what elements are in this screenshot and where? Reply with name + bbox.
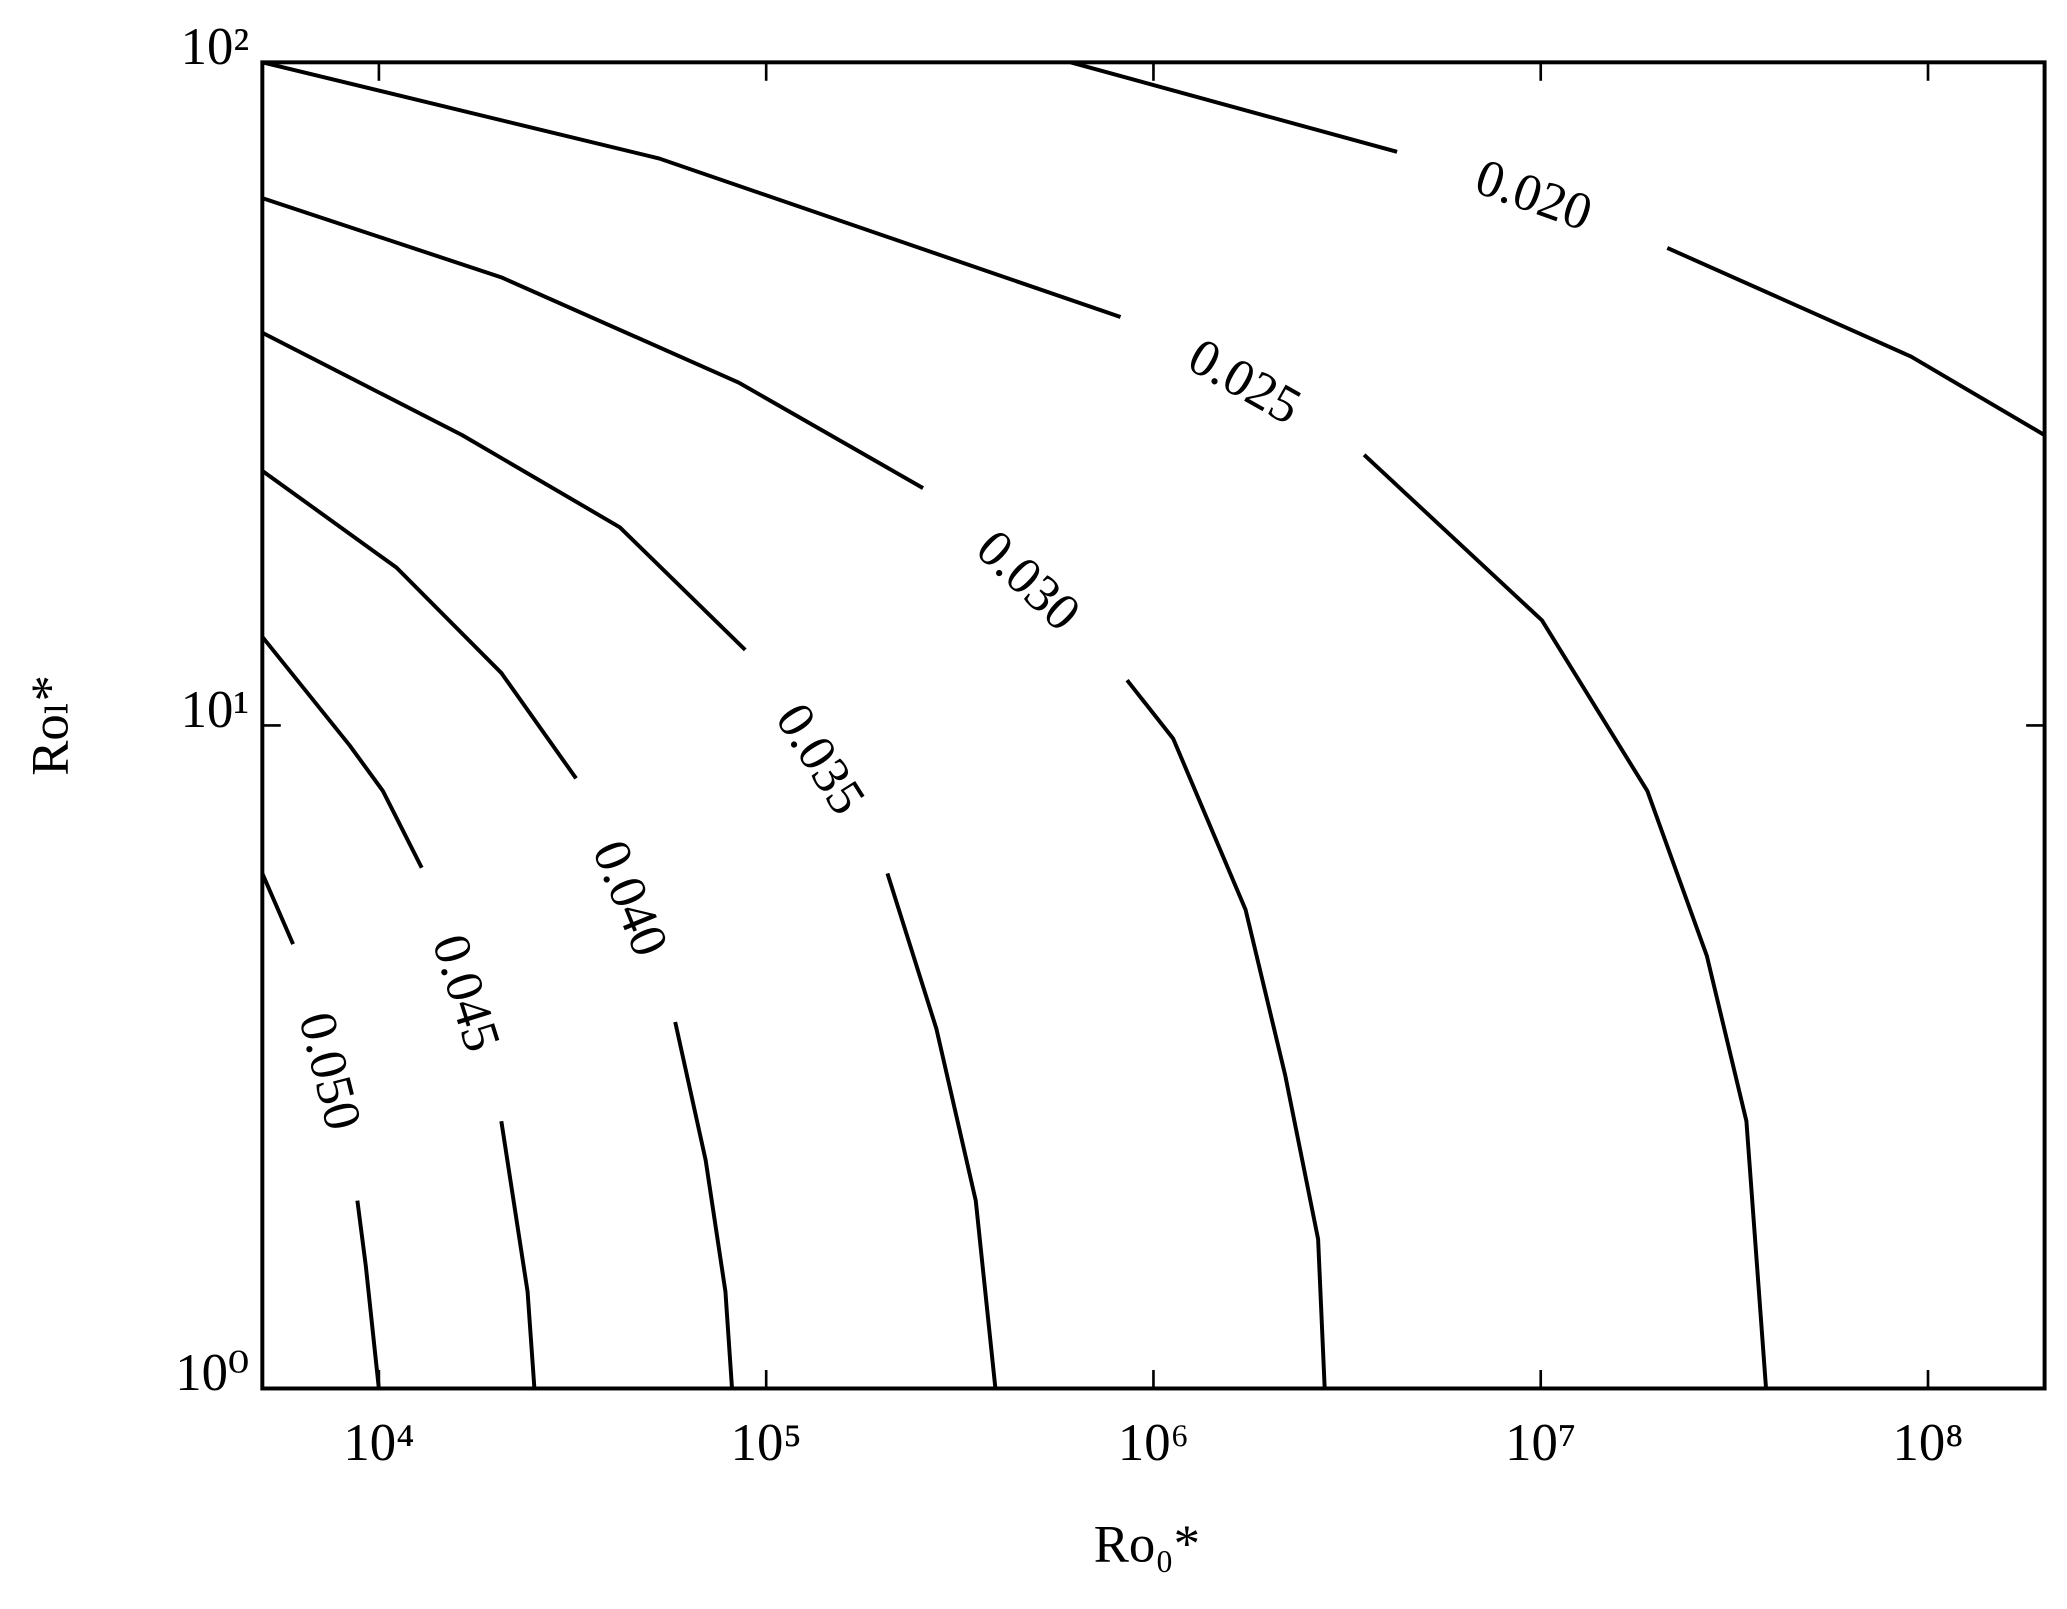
contour-line: [261, 60, 1769, 1389]
plot-frame: [260, 60, 2047, 1391]
contour-label: 0.040: [581, 832, 679, 964]
x-axis-label: Ro₀*: [1094, 1515, 1200, 1573]
y-axis-label: Roₗ*: [21, 675, 79, 776]
y-tick-label: 10²: [181, 18, 250, 76]
contour-line: [261, 469, 734, 1389]
contour-line: [260, 635, 537, 1389]
contour-label: 0.025: [1179, 327, 1311, 436]
y-tick-label: 10¹: [181, 681, 250, 739]
contour-line: [1070, 60, 2046, 437]
contour-line: [261, 196, 1327, 1389]
x-tick-label: 10⁴: [343, 1414, 414, 1472]
x-tick-label: 10⁸: [1892, 1414, 1963, 1472]
contour-label: 0.045: [421, 928, 512, 1059]
contour-line: [260, 872, 381, 1389]
contour-label: 0.050: [287, 1007, 372, 1136]
contour-line: [261, 330, 998, 1389]
contour-label: 0.035: [764, 693, 877, 824]
y-tick-label: 10⁰: [175, 1344, 249, 1402]
x-tick-label: 10⁵: [731, 1414, 802, 1472]
contour-label: 0.030: [965, 519, 1091, 643]
x-tick-label: 10⁷: [1505, 1414, 1576, 1472]
contour-label: 0.020: [1468, 148, 1599, 242]
x-tick-label: 10⁶: [1118, 1414, 1189, 1472]
